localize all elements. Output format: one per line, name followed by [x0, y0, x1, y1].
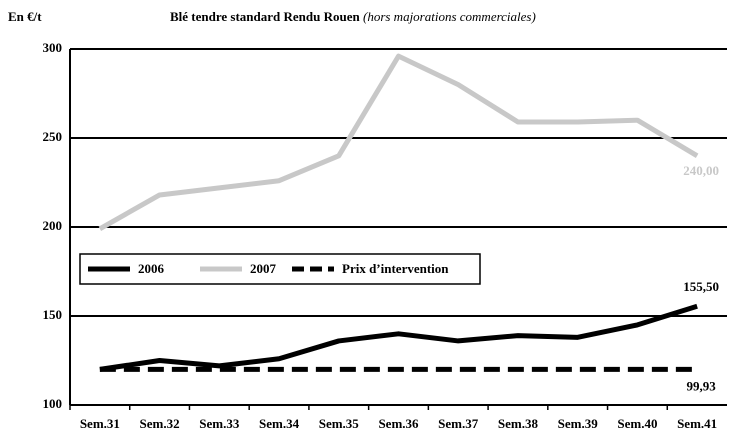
y-tick-label: 100	[43, 396, 63, 411]
series-line	[99, 303, 698, 372]
chart-title: Blé tendre standard Rendu Rouen (hors ma…	[170, 9, 536, 24]
x-tick-label: Sem.33	[199, 416, 240, 431]
x-tick-label: Sem.39	[558, 416, 599, 431]
x-tick-label: Sem.31	[80, 416, 120, 431]
x-tick-label: Sem.41	[677, 416, 717, 431]
series-line	[98, 53, 699, 231]
x-tick-label: Sem.36	[378, 416, 419, 431]
x-tick-label: Sem.40	[617, 416, 657, 431]
y-axis-label: En €/t	[8, 9, 42, 24]
x-tick-label: Sem.37	[438, 416, 479, 431]
y-tick-label: 200	[43, 218, 63, 233]
value-label: 240,00	[683, 163, 719, 178]
y-tick-label: 150	[43, 307, 63, 322]
y-tick-label: 300	[43, 40, 63, 55]
title: Blé tendre standard Rendu Rouen	[170, 9, 361, 24]
x-tick-label: Sem.38	[498, 416, 539, 431]
x-tick-label: Sem.32	[140, 416, 180, 431]
legend-label: 2006	[138, 261, 165, 276]
legend-box	[79, 253, 481, 285]
legend-label: Prix d’intervention	[342, 261, 449, 276]
legend-label: 2007	[250, 261, 277, 276]
annotation: 99,93	[687, 378, 717, 393]
subtitle: (hors majorations commerciales)	[363, 9, 536, 24]
x-tick-label: Sem.34	[259, 416, 300, 431]
value-label: 155,50	[683, 279, 719, 294]
legend: 2006 2007 Prix d’intervention	[79, 253, 481, 285]
y-tick-label: 250	[43, 129, 63, 144]
x-tick-label: Sem.35	[319, 416, 360, 431]
